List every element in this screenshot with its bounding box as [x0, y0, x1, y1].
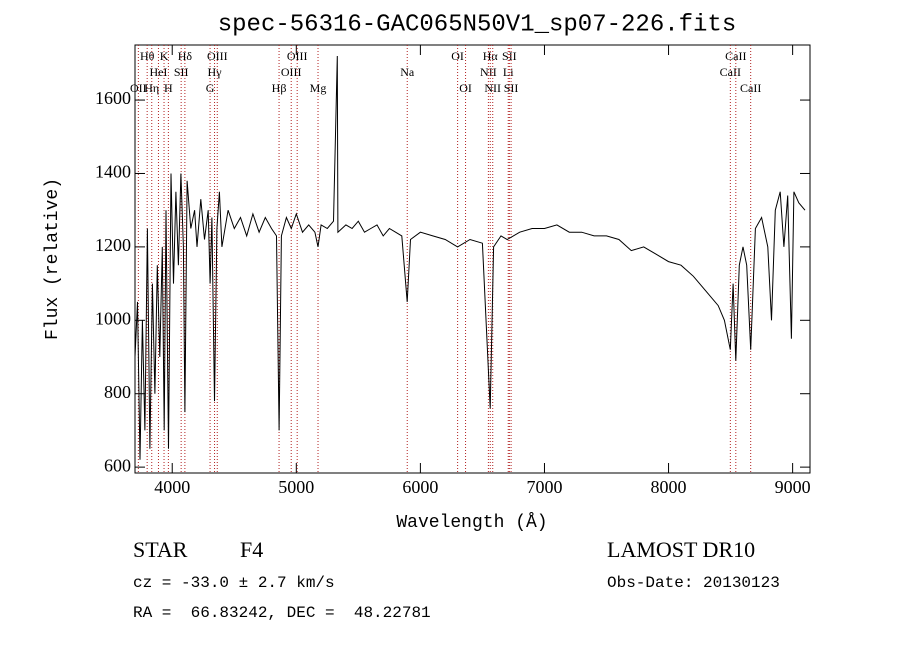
x-tick-label: 7000 — [526, 477, 562, 497]
line-label: CaII — [725, 49, 746, 63]
spectrum — [134, 55, 806, 460]
x-axis-label: Wavelength (Å) — [396, 512, 547, 533]
line-label: SII — [174, 65, 189, 79]
y-tick-label: 1400 — [95, 162, 131, 182]
redshift: cz = -33.0 ± 2.7 km/s — [133, 574, 335, 592]
line-label: Li — [503, 65, 514, 79]
y-tick-label: 1000 — [95, 308, 131, 328]
x-tick-label: 4000 — [154, 477, 190, 497]
x-tick-label: 9000 — [775, 477, 811, 497]
y-tick-label: 800 — [104, 382, 131, 402]
class: STAR — [133, 537, 188, 562]
line-label: SII — [502, 49, 517, 63]
y-axis-label: Flux (relative) — [43, 178, 63, 340]
y-tick-label: 1200 — [95, 235, 131, 255]
line-label: OIII — [287, 49, 308, 63]
x-tick-label: 6000 — [402, 477, 438, 497]
x-tick-label: 5000 — [278, 477, 314, 497]
release: LAMOST DR10 — [607, 537, 755, 562]
line-label: G — [206, 81, 215, 95]
line-label: Hβ — [272, 81, 287, 95]
line-label: OI — [451, 49, 464, 63]
x-tick-label: 8000 — [651, 477, 687, 497]
line-label: OI — [459, 81, 472, 95]
line-label: SII — [504, 81, 519, 95]
line-label: NII — [480, 65, 497, 79]
y-tick-label: 600 — [104, 455, 131, 475]
line-label: Na — [400, 65, 415, 79]
line-label: NII — [484, 81, 501, 95]
line-label: HeI — [149, 65, 167, 79]
line-label: Hθ — [140, 49, 155, 63]
line-label: Hγ — [208, 65, 223, 79]
line-label: CaII — [740, 81, 761, 95]
line-label: OII — [130, 81, 147, 95]
chart-title: spec-56316-GAC065N50V1_sp07-226.fits — [218, 11, 736, 38]
y-tick-label: 1600 — [95, 88, 131, 108]
plot-frame — [134, 44, 811, 474]
coordinates: RA = 66.83242, DEC = 48.22781 — [133, 604, 431, 622]
line-label: H — [164, 81, 173, 95]
obs-date: Obs-Date: 20130123 — [607, 574, 780, 592]
subclass: F4 — [240, 537, 263, 562]
line-label: CaII — [720, 65, 741, 79]
line-label: OIII — [281, 65, 302, 79]
line-label: Hδ — [178, 49, 193, 63]
line-label: Mg — [310, 81, 327, 95]
line-label: K — [160, 49, 169, 63]
line-label: OIII — [207, 49, 228, 63]
line-label: Hη — [144, 81, 159, 95]
line-label: Hα — [483, 49, 499, 63]
